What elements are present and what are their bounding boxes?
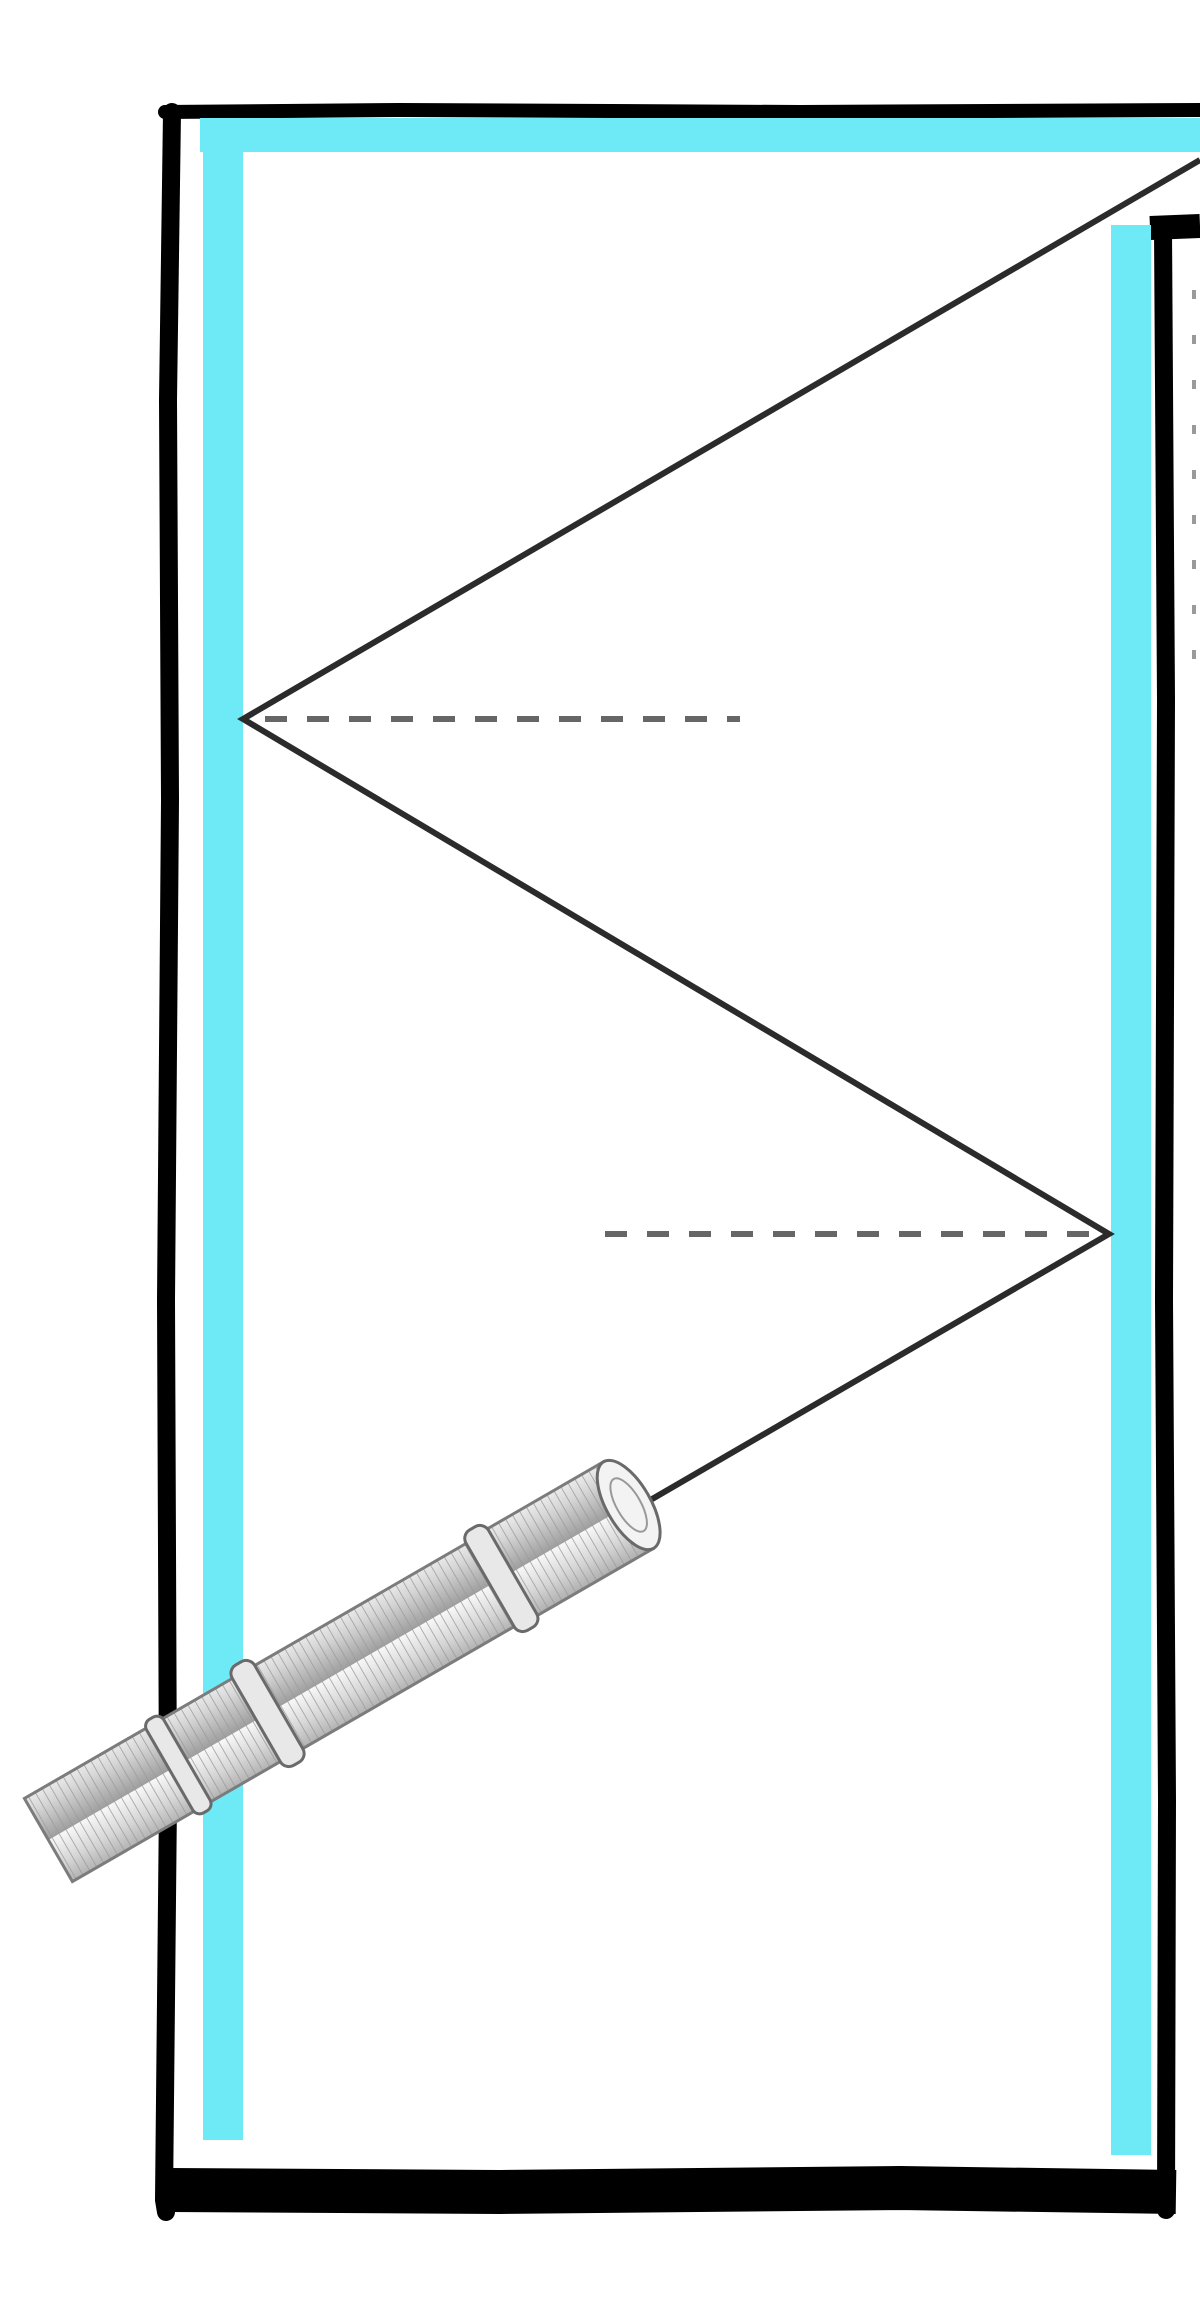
top-mirror	[200, 118, 1200, 152]
mirrors	[200, 118, 1200, 2155]
right-mirror	[1111, 225, 1151, 2155]
light-ray	[237, 157, 1200, 1505]
left-mirror	[203, 118, 243, 2140]
frame-border	[154, 102, 1200, 2221]
fiber-optic-cable-icon	[22, 1458, 662, 1884]
right-panel-texture	[1192, 290, 1196, 659]
